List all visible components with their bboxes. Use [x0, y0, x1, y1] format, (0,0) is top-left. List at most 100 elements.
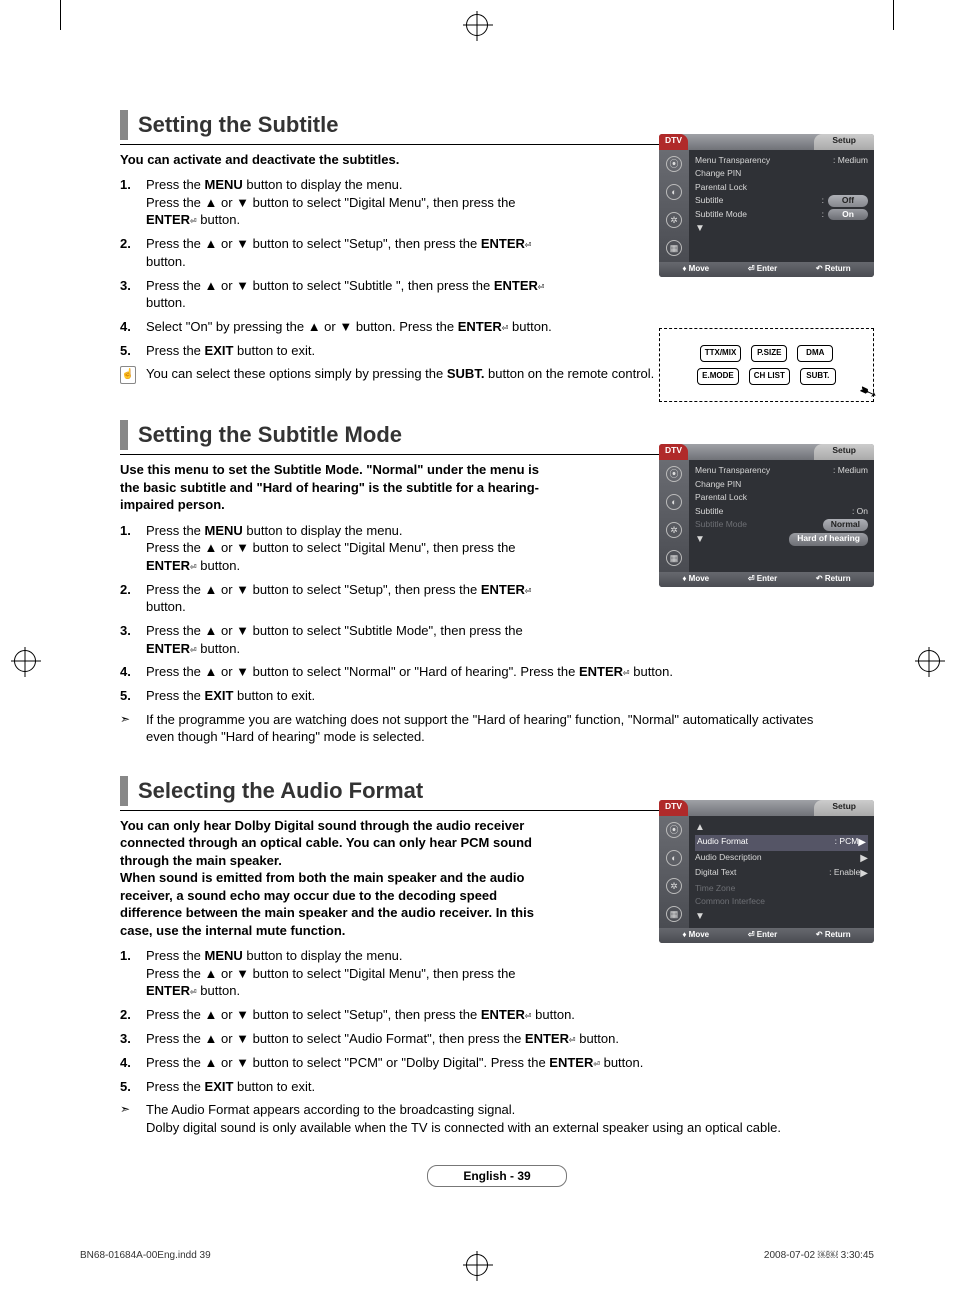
enter-icon: ⏎ [525, 238, 532, 251]
steps-list-wide: 2. Press the ▲ or ▼ button to select "Se… [120, 1006, 840, 1095]
remote-button: TTX/MIX [700, 345, 742, 362]
step-number: 5. [120, 1078, 146, 1096]
step-number: 1. [120, 176, 146, 229]
step-text: Press the ▲ or ▼ button to select "Norma… [146, 663, 840, 681]
osd-sidebar-icons: ⦿ ◐ ✲ ▦ [659, 460, 689, 572]
section-subtitle: Setting the Subtitle You can activate an… [120, 110, 874, 384]
step-text: Press the ▲ or ▼ button to select "Subti… [146, 622, 560, 657]
steps-list: 1. Press the MENU button to display the … [120, 176, 560, 359]
down-arrow-icon: ▼ [695, 910, 868, 924]
osd-footer: ♦ Move ⏎ Enter ↶ Return [659, 572, 874, 587]
osd-footer-return: ↶ Return [816, 574, 851, 585]
osd-menu-list: Menu Transparency: Medium Change PIN Par… [689, 150, 874, 262]
remote-button: CH LIST [749, 368, 790, 385]
arrow-icon [120, 711, 146, 746]
page-number-pill: English - 39 [427, 1165, 567, 1187]
note-text: If the programme you are watching does n… [146, 711, 840, 746]
note-text: The Audio Format appears according to th… [146, 1101, 781, 1136]
steps-list: 1. Press the MENU button to display the … [120, 947, 560, 1000]
right-arrow-icon: ▶ [860, 852, 868, 866]
step-text: Press the ▲ or ▼ button to select "Setup… [146, 235, 560, 270]
note-text: You can select these options simply by p… [146, 365, 654, 384]
enter-icon: ⏎ [190, 985, 197, 998]
osd-footer-enter: ⏎ Enter [748, 930, 777, 941]
section-subtitle-mode: Setting the Subtitle Mode Use this menu … [120, 420, 874, 746]
step-text: Press the MENU button to display the men… [146, 522, 560, 575]
right-arrow-icon: ▶ [858, 836, 866, 850]
step-text: Press the EXIT button to exit. [146, 1078, 840, 1096]
osd-subtitle-mode: DTV Setup ⦿ ◐ ✲ ▦ Menu Transparency: Med… [659, 444, 874, 587]
section-intro: Use this menu to set the Subtitle Mode. … [120, 461, 560, 514]
step-number: 3. [120, 1030, 146, 1048]
osd-footer-move: ♦ Move [682, 264, 709, 275]
osd-option-normal: Normal [823, 519, 868, 530]
osd-sidebar-icons: ⦿ ◐ ✲ ▦ [659, 150, 689, 262]
arrow-note: The Audio Format appears according to th… [120, 1101, 840, 1136]
step-number: 2. [120, 1006, 146, 1024]
osd-footer: ♦ Move ⏎ Enter ↶ Return [659, 262, 874, 277]
osd-footer-return: ↶ Return [816, 930, 851, 941]
step-number: 1. [120, 522, 146, 575]
down-arrow-icon: ▼ [695, 533, 789, 547]
osd-menu-list: Menu Transparency: Medium Change PIN Par… [689, 460, 874, 572]
osd-footer-move: ♦ Move [682, 930, 709, 941]
step-text: Press the ▲ or ▼ button to select "Setup… [146, 581, 560, 616]
osd-icon: ⦿ [666, 466, 682, 482]
step-number: 2. [120, 581, 146, 616]
step-number: 4. [120, 663, 146, 681]
osd-setup-tab: Setup [814, 444, 874, 460]
remote-row: E.MODE CH LIST SUBT. [697, 368, 836, 385]
step-text: Press the EXIT button to exit. [146, 342, 560, 360]
osd-footer-return: ↶ Return [816, 264, 851, 275]
steps-list-wide: 4. Press the ▲ or ▼ button to select "No… [120, 663, 840, 704]
osd-icon: ▦ [666, 240, 682, 256]
section-intro: You can activate and deactivate the subt… [120, 151, 560, 169]
osd-dtv-tab: DTV [659, 800, 688, 816]
enter-icon: ⏎ [569, 1033, 576, 1046]
right-arrow-icon: ▶ [860, 867, 868, 881]
page-content: Setting the Subtitle You can activate an… [0, 0, 954, 1280]
step-text: Press the ▲ or ▼ button to select "Audio… [146, 1030, 840, 1048]
step-text: Press the EXIT button to exit. [146, 687, 840, 705]
osd-footer-enter: ⏎ Enter [748, 574, 777, 585]
step-text: Press the MENU button to display the men… [146, 947, 560, 1000]
osd-footer-move: ♦ Move [682, 574, 709, 585]
osd-audio-format: DTV Setup ⦿ ◐ ✲ ▦ ▲ Audio Format: PCM▶ A… [659, 800, 874, 943]
osd-icon: ✲ [666, 878, 682, 894]
step-number: 3. [120, 277, 146, 312]
step-text: Press the ▲ or ▼ button to select "Subti… [146, 277, 560, 312]
remote-button: DMA [797, 345, 833, 362]
step-number: 4. [120, 1054, 146, 1072]
enter-icon: ⏎ [593, 1057, 600, 1070]
step-text: Press the ▲ or ▼ button to select "Setup… [146, 1006, 840, 1024]
print-footer: BN68-01684A-00Eng.indd 39 2008-07-02 ￼￼ … [80, 1249, 874, 1263]
osd-dtv-tab: DTV [659, 444, 688, 460]
remote-button: SUBT. [800, 368, 836, 385]
remote-button: P.SIZE [751, 345, 787, 362]
print-stamp: 2008-07-02 ￼￼ 3:30:45 [764, 1249, 874, 1263]
osd-icon: ▦ [666, 550, 682, 566]
steps-list: 1. Press the MENU button to display the … [120, 522, 560, 658]
enter-icon: ⏎ [190, 560, 197, 573]
osd-dtv-tab: DTV [659, 134, 688, 150]
enter-icon: ⏎ [525, 584, 532, 597]
osd-icon: ⦿ [666, 822, 682, 838]
step-number: 4. [120, 318, 146, 336]
osd-footer-enter: ⏎ Enter [748, 264, 777, 275]
remote-row: TTX/MIX P.SIZE DMA [700, 345, 834, 362]
step-text: Press the ▲ or ▼ button to select "PCM" … [146, 1054, 840, 1072]
section-audio-format: Selecting the Audio Format You can only … [120, 776, 874, 1137]
arrow-icon [120, 1101, 146, 1136]
osd-icon: ⦿ [666, 156, 682, 172]
osd-icon: ✲ [666, 522, 682, 538]
osd-option-on: On [828, 209, 868, 220]
osd-menu-list: ▲ Audio Format: PCM▶ Audio Description▶ … [689, 816, 874, 928]
remote-diagram: TTX/MIX P.SIZE DMA E.MODE CH LIST SUBT. … [659, 328, 874, 402]
step-number: 5. [120, 342, 146, 360]
osd-icon: ◐ [666, 494, 682, 510]
arrow-note: If the programme you are watching does n… [120, 711, 840, 746]
up-arrow-icon: ▲ [695, 821, 868, 835]
down-arrow-icon: ▼ [695, 222, 868, 236]
step-number: 2. [120, 235, 146, 270]
section-intro: You can only hear Dolby Digital sound th… [120, 817, 560, 940]
